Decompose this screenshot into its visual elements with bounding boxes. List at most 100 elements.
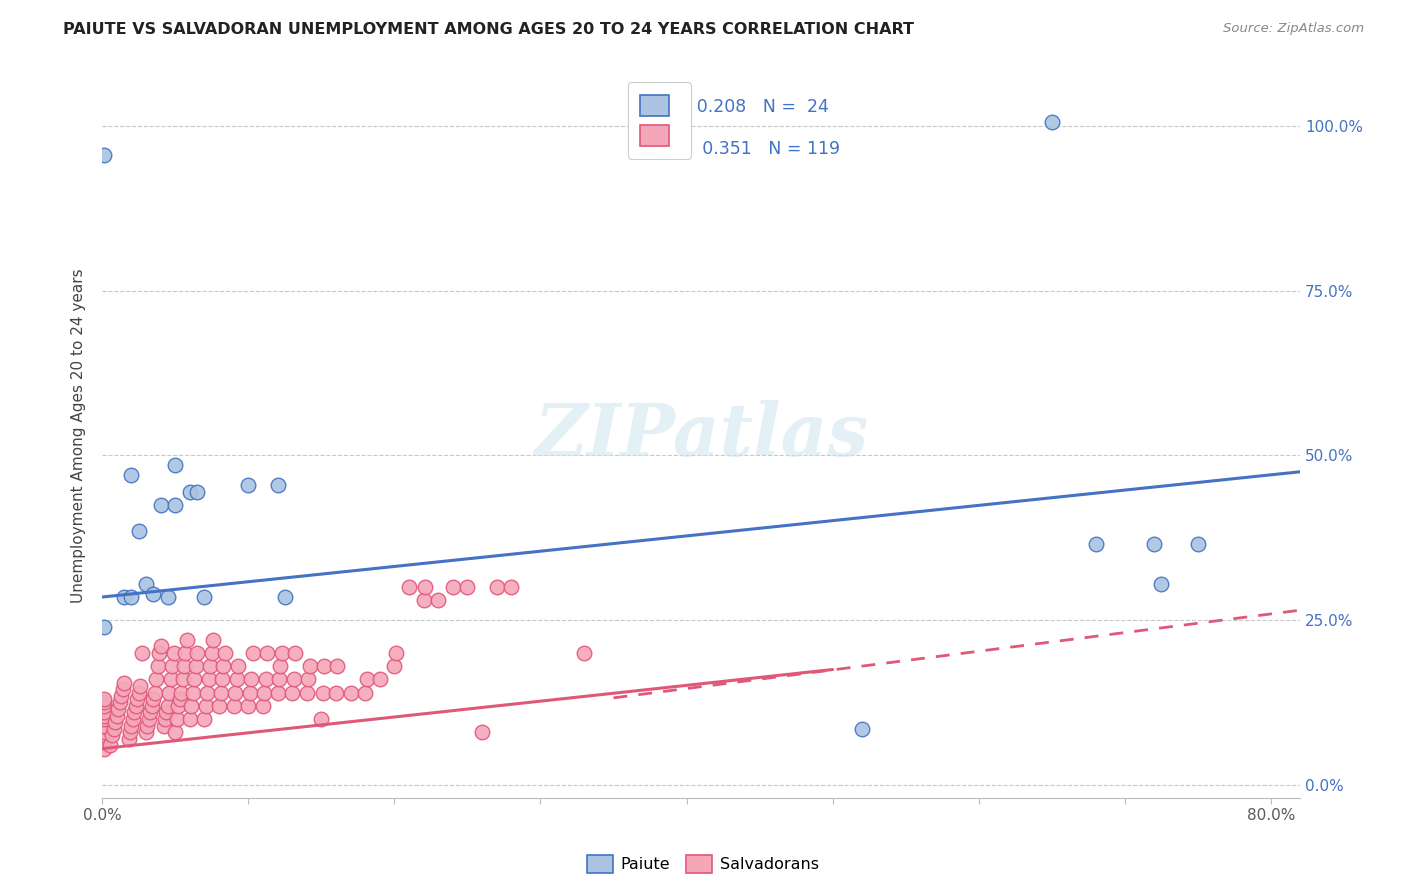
- Point: [212, 659, 235, 673]
- Point: [179, 712, 201, 726]
- Point: [356, 673, 378, 687]
- Point: [501, 580, 523, 594]
- Point: [274, 590, 297, 604]
- Point: [174, 646, 197, 660]
- Point: [118, 725, 141, 739]
- Point: [162, 659, 184, 673]
- Point: [201, 646, 224, 660]
- Point: [456, 580, 478, 594]
- Point: [269, 659, 291, 673]
- Point: [93, 692, 115, 706]
- Point: [128, 524, 150, 538]
- Point: [311, 712, 333, 726]
- Point: [98, 739, 121, 753]
- Point: [427, 593, 450, 607]
- Text: R = 0.208   N =  24: R = 0.208 N = 24: [659, 98, 830, 116]
- Point: [226, 659, 249, 673]
- Point: [153, 712, 176, 726]
- Point: [211, 673, 233, 687]
- Point: [93, 696, 115, 710]
- Point: [104, 715, 127, 730]
- Point: [93, 718, 115, 732]
- Point: [128, 685, 150, 699]
- Point: [238, 698, 260, 713]
- Point: [441, 580, 464, 594]
- Point: [283, 673, 305, 687]
- Point: [193, 590, 215, 604]
- Text: PAIUTE VS SALVADORAN UNEMPLOYMENT AMONG AGES 20 TO 24 YEARS CORRELATION CHART: PAIUTE VS SALVADORAN UNEMPLOYMENT AMONG …: [63, 22, 914, 37]
- Text: R =  0.351   N = 119: R = 0.351 N = 119: [659, 140, 841, 158]
- Point: [112, 590, 135, 604]
- Point: [382, 659, 405, 673]
- Point: [117, 731, 139, 746]
- Text: ZIPatlas: ZIPatlas: [534, 400, 868, 471]
- Point: [129, 679, 152, 693]
- Legend: , : ,: [627, 82, 690, 159]
- Point: [172, 673, 194, 687]
- Point: [103, 722, 125, 736]
- Point: [295, 685, 318, 699]
- Point: [157, 685, 180, 699]
- Point: [256, 646, 278, 660]
- Point: [412, 593, 434, 607]
- Point: [120, 718, 142, 732]
- Point: [141, 698, 163, 713]
- Point: [851, 722, 873, 736]
- Point: [240, 673, 263, 687]
- Point: [325, 685, 347, 699]
- Point: [209, 685, 232, 699]
- Point: [93, 741, 115, 756]
- Point: [238, 478, 260, 492]
- Point: [160, 673, 183, 687]
- Point: [176, 632, 198, 647]
- Point: [149, 640, 172, 654]
- Point: [173, 659, 195, 673]
- Point: [1040, 115, 1063, 129]
- Point: [180, 698, 202, 713]
- Point: [574, 646, 596, 660]
- Point: [139, 706, 162, 720]
- Point: [179, 484, 201, 499]
- Point: [297, 673, 319, 687]
- Point: [93, 725, 115, 739]
- Point: [165, 458, 187, 473]
- Legend: Paiute, Salvadorans: Paiute, Salvadorans: [581, 848, 825, 880]
- Point: [142, 692, 165, 706]
- Point: [485, 580, 508, 594]
- Point: [193, 712, 215, 726]
- Point: [181, 685, 204, 699]
- Point: [93, 728, 115, 742]
- Point: [108, 696, 131, 710]
- Point: [110, 689, 132, 703]
- Point: [298, 659, 321, 673]
- Point: [252, 698, 274, 713]
- Point: [186, 484, 208, 499]
- Text: Source: ZipAtlas.com: Source: ZipAtlas.com: [1223, 22, 1364, 36]
- Point: [122, 712, 145, 726]
- Point: [281, 685, 304, 699]
- Point: [1150, 577, 1173, 591]
- Point: [224, 685, 246, 699]
- Point: [194, 698, 217, 713]
- Point: [93, 620, 115, 634]
- Point: [208, 698, 231, 713]
- Point: [111, 682, 134, 697]
- Point: [266, 685, 288, 699]
- Point: [166, 712, 188, 726]
- Point: [163, 646, 186, 660]
- Point: [165, 498, 187, 512]
- Point: [156, 590, 179, 604]
- Point: [131, 646, 153, 660]
- Point: [148, 646, 170, 660]
- Point: [354, 685, 377, 699]
- Point: [146, 659, 169, 673]
- Point: [214, 646, 236, 660]
- Point: [93, 708, 115, 723]
- Point: [93, 698, 115, 713]
- Point: [312, 685, 335, 699]
- Point: [368, 673, 391, 687]
- Point: [225, 673, 247, 687]
- Point: [136, 718, 159, 732]
- Point: [254, 673, 277, 687]
- Point: [170, 685, 193, 699]
